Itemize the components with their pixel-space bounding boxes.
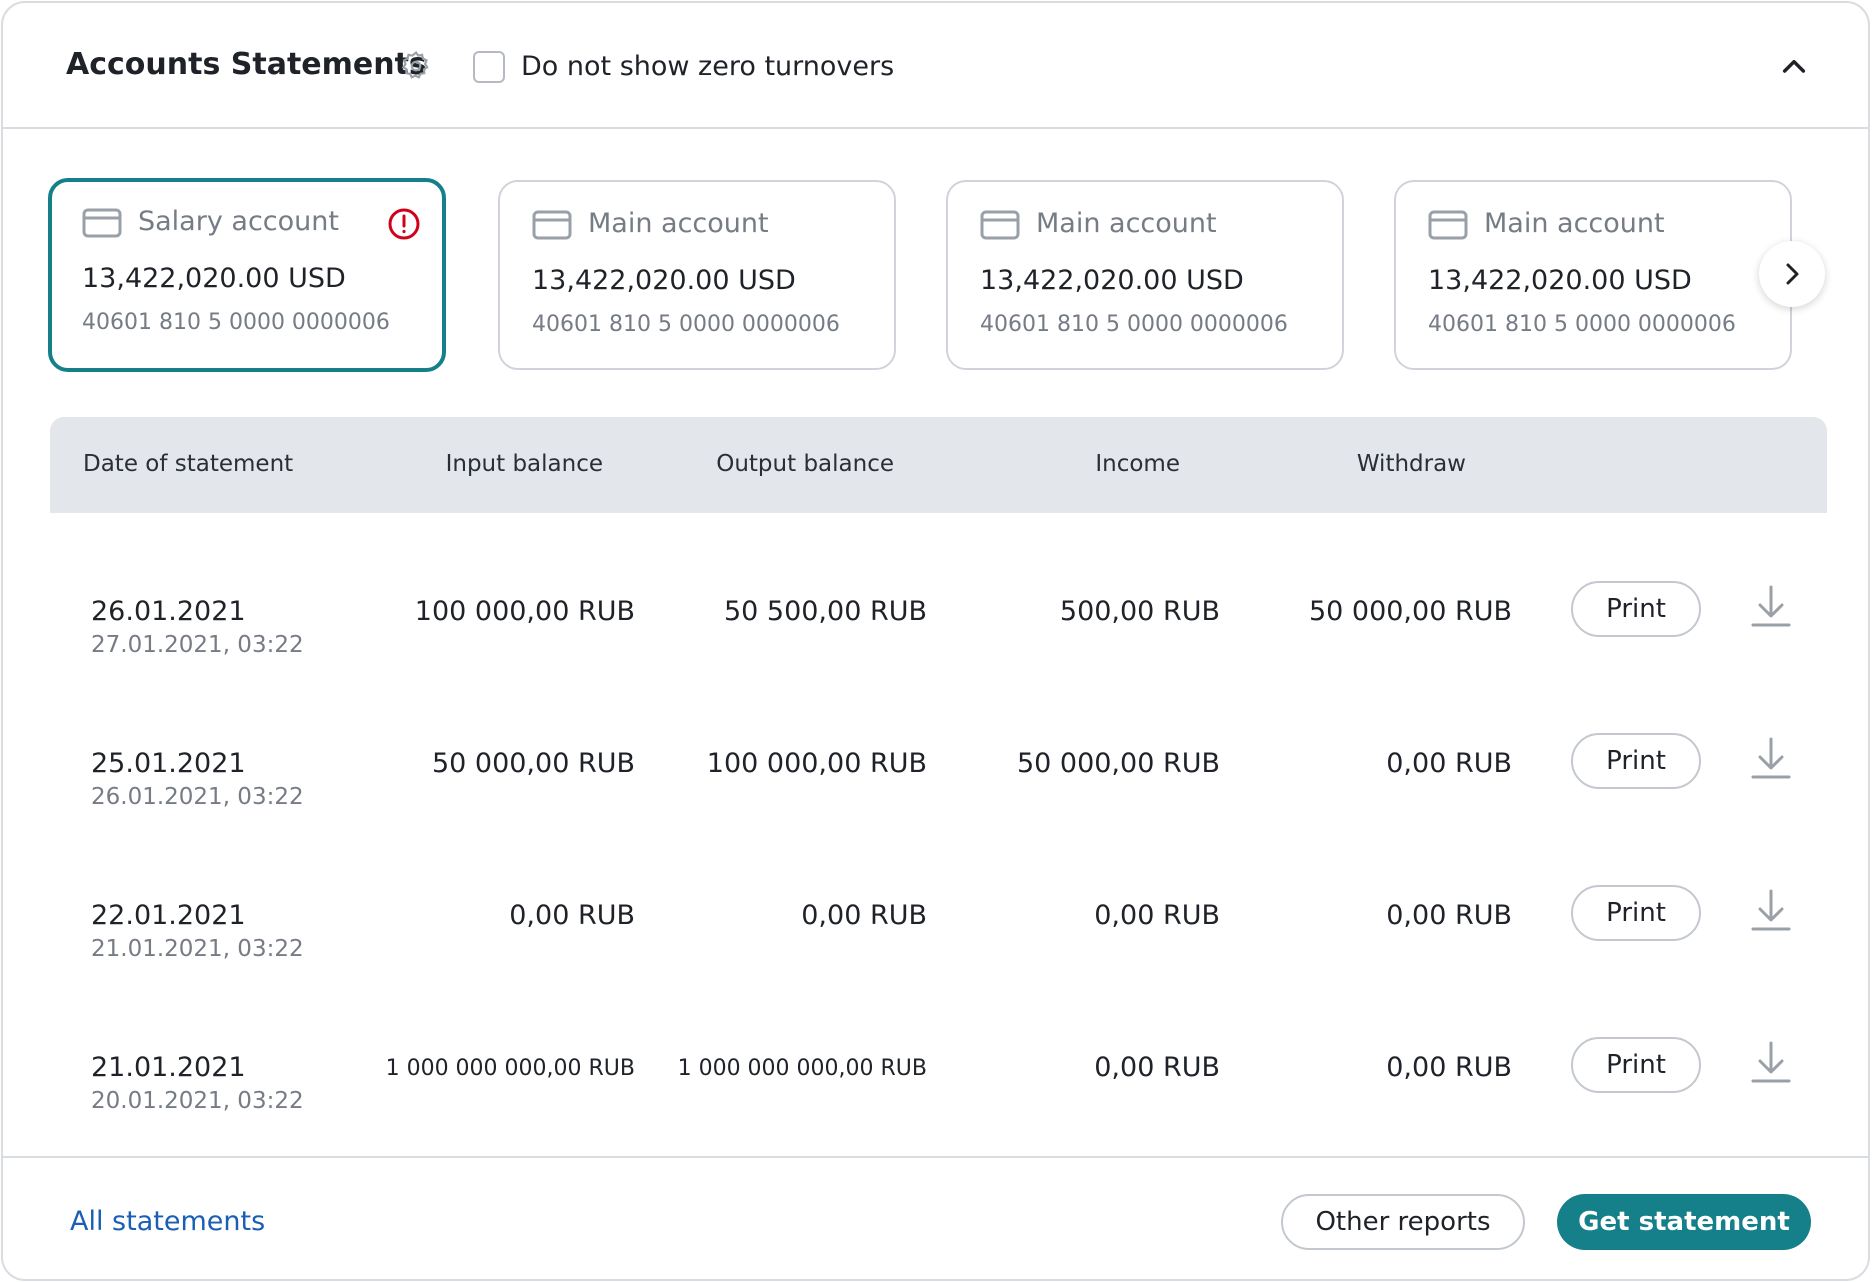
card-icon	[82, 208, 122, 238]
next-accounts-button[interactable]	[1759, 241, 1825, 307]
alert-icon	[388, 208, 420, 240]
account-name: Main account	[1036, 208, 1217, 239]
account-card-main-1[interactable]: Main account 13,422,020.00 USD 40601 810…	[498, 180, 896, 370]
account-number: 40601 810 5 0000 0000006	[82, 310, 390, 335]
output-balance: 100 000,00 RUB	[706, 748, 927, 779]
zero-turnovers-checkbox[interactable]	[473, 51, 505, 83]
download-icon[interactable]	[1750, 887, 1792, 933]
statement-time: 26.01.2021, 03:22	[91, 784, 304, 810]
column-date: Date of statement	[83, 451, 294, 477]
table-row: 25.01.2021 26.01.2021, 03:22 50 000,00 R…	[50, 723, 1827, 875]
print-button[interactable]: Print	[1571, 733, 1701, 789]
income: 50 000,00 RUB	[1016, 748, 1220, 779]
panel-header: Accounts Statements Do not show zero tur…	[3, 3, 1868, 129]
account-amount: 13,422,020.00 USD	[1428, 265, 1692, 296]
account-card-main-3[interactable]: Main account 13,422,020.00 USD 40601 810…	[1394, 180, 1792, 370]
withdraw: 0,00 RUB	[1386, 748, 1512, 779]
print-button[interactable]: Print	[1571, 1037, 1701, 1093]
all-statements-link[interactable]: All statements	[70, 1206, 266, 1237]
statement-date: 25.01.2021	[91, 748, 246, 779]
account-name: Main account	[588, 208, 769, 239]
page-title: Accounts Statements	[66, 47, 427, 82]
account-number: 40601 810 5 0000 0000006	[1428, 312, 1736, 337]
account-number: 40601 810 5 0000 0000006	[980, 312, 1288, 337]
print-button[interactable]: Print	[1571, 581, 1701, 637]
withdraw: 50 000,00 RUB	[1308, 596, 1512, 627]
statement-date: 22.01.2021	[91, 900, 246, 931]
account-amount: 13,422,020.00 USD	[980, 265, 1244, 296]
statement-date: 21.01.2021	[91, 1052, 246, 1083]
account-amount: 13,422,020.00 USD	[82, 263, 346, 294]
card-icon	[980, 210, 1020, 240]
input-balance: 100 000,00 RUB	[414, 596, 635, 627]
get-statement-button[interactable]: Get statement	[1557, 1194, 1811, 1250]
column-withdraw: Withdraw	[1356, 451, 1466, 477]
table-row: 22.01.2021 21.01.2021, 03:22 0,00 RUB 0,…	[50, 875, 1827, 1027]
statement-time: 27.01.2021, 03:22	[91, 632, 304, 658]
income: 0,00 RUB	[1094, 1052, 1220, 1083]
input-balance: 1 000 000 000,00 RUB	[385, 1056, 635, 1081]
chevron-right-icon	[1786, 263, 1799, 285]
zero-turnovers-label[interactable]: Do not show zero turnovers	[521, 51, 895, 82]
output-balance: 50 500,00 RUB	[723, 596, 927, 627]
account-card-main-2[interactable]: Main account 13,422,020.00 USD 40601 810…	[946, 180, 1344, 370]
column-input-balance: Input balance	[445, 451, 603, 477]
gear-icon[interactable]	[399, 49, 433, 83]
input-balance: 50 000,00 RUB	[431, 748, 635, 779]
output-balance: 1 000 000 000,00 RUB	[677, 1056, 927, 1081]
table-row: 26.01.2021 27.01.2021, 03:22 100 000,00 …	[50, 571, 1827, 723]
statement-time: 21.01.2021, 03:22	[91, 936, 304, 962]
account-number: 40601 810 5 0000 0000006	[532, 312, 840, 337]
account-card-salary[interactable]: Salary account 13,422,020.00 USD 40601 8…	[48, 178, 446, 372]
other-reports-button[interactable]: Other reports	[1281, 1194, 1525, 1250]
download-icon[interactable]	[1750, 735, 1792, 781]
withdraw: 0,00 RUB	[1386, 900, 1512, 931]
account-name: Main account	[1484, 208, 1665, 239]
withdraw: 0,00 RUB	[1386, 1052, 1512, 1083]
input-balance: 0,00 RUB	[509, 900, 635, 931]
output-balance: 0,00 RUB	[801, 900, 927, 931]
download-icon[interactable]	[1750, 583, 1792, 629]
column-output-balance: Output balance	[716, 451, 894, 477]
account-name: Salary account	[138, 206, 339, 237]
panel-footer: All statements Other reports Get stateme…	[3, 1156, 1868, 1279]
account-amount: 13,422,020.00 USD	[532, 265, 796, 296]
income: 500,00 RUB	[1059, 596, 1220, 627]
statement-time: 20.01.2021, 03:22	[91, 1088, 304, 1114]
table-row: 21.01.2021 20.01.2021, 03:22 1 000 000 0…	[50, 1027, 1827, 1179]
statement-date: 26.01.2021	[91, 596, 246, 627]
column-income: Income	[1095, 451, 1180, 477]
download-icon[interactable]	[1750, 1039, 1792, 1085]
table-header: Date of statement Input balance Output b…	[50, 417, 1827, 513]
chevron-up-icon[interactable]	[1778, 51, 1810, 83]
card-icon	[532, 210, 572, 240]
print-button[interactable]: Print	[1571, 885, 1701, 941]
income: 0,00 RUB	[1094, 900, 1220, 931]
card-icon	[1428, 210, 1468, 240]
